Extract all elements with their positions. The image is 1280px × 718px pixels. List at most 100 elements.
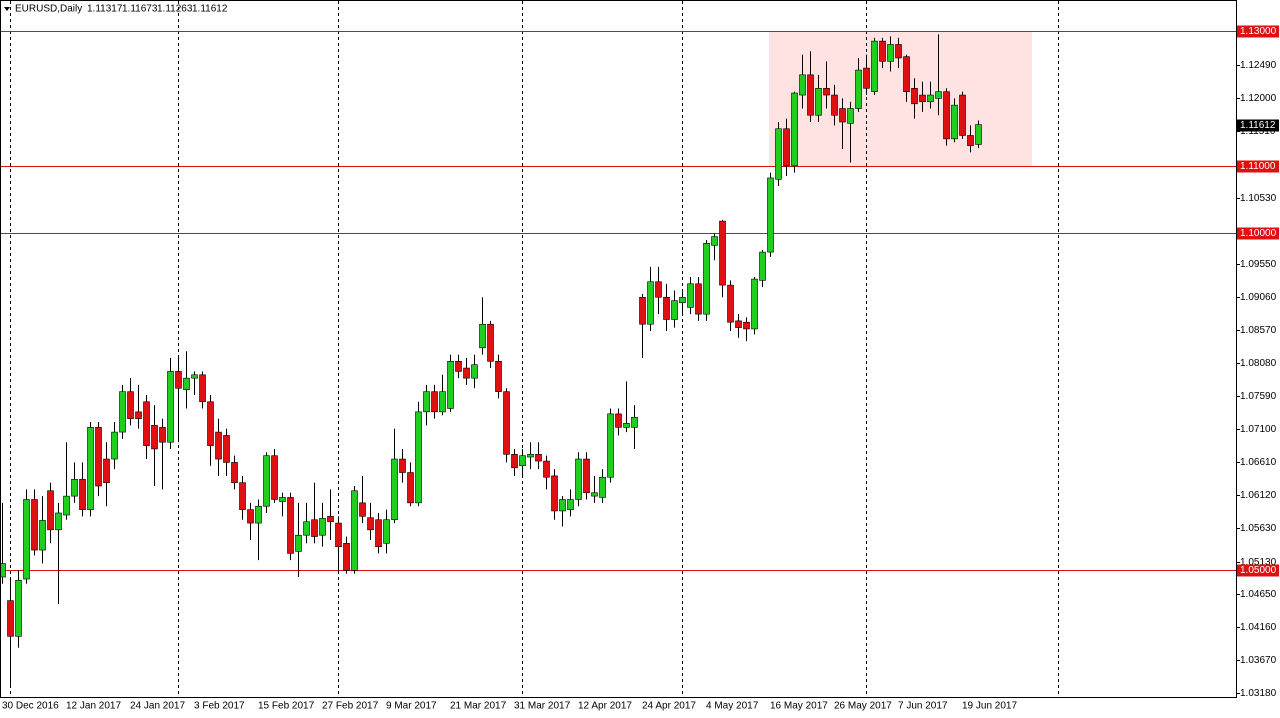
candle-body <box>815 88 822 116</box>
candle-body <box>167 371 174 443</box>
menu-icon[interactable] <box>4 7 10 11</box>
candle-layer <box>1 34 982 685</box>
y-tick-label: 1.04650 <box>1240 589 1277 600</box>
y-tick-label: 1.05630 <box>1240 523 1277 534</box>
candle-body <box>863 67 870 89</box>
level-label: 1.05000 <box>1240 565 1277 576</box>
candle-body <box>719 220 726 286</box>
header-high: 1.11673 <box>122 4 158 15</box>
candle-body <box>367 517 374 531</box>
x-tick-label: 12 Jan 2017 <box>66 701 121 712</box>
candle-body <box>55 512 62 531</box>
candle-body <box>263 455 270 507</box>
y-tick-label: 1.03180 <box>1240 688 1277 699</box>
y-tick-label: 1.09060 <box>1240 292 1277 303</box>
candle-body <box>463 367 470 379</box>
candle-body <box>63 495 70 516</box>
x-tick-label: 21 Mar 2017 <box>450 701 507 712</box>
y-tick-label: 1.07590 <box>1240 391 1277 402</box>
candle-body <box>431 391 438 413</box>
candle-body <box>647 281 654 325</box>
candle-body <box>279 497 286 502</box>
candle-body <box>919 94 926 103</box>
candle-body <box>375 519 382 547</box>
candle-body <box>439 391 446 413</box>
level-label-box <box>1237 25 1279 38</box>
candle-body <box>415 411 422 504</box>
header-low: 1.11263 <box>157 4 193 15</box>
y-tick-label: 1.10530 <box>1240 193 1277 204</box>
candle-body <box>103 458 110 483</box>
candle-body <box>175 371 182 389</box>
x-tick-label: 30 Dec 2016 <box>2 701 59 712</box>
x-tick-label: 15 Feb 2017 <box>258 701 315 712</box>
candle-body <box>191 374 198 379</box>
candle-body <box>543 460 550 478</box>
x-tick-label: 9 Mar 2017 <box>386 701 437 712</box>
header-open: 1.11317 <box>87 4 123 15</box>
candle-body <box>87 427 94 510</box>
candle-body <box>479 323 486 349</box>
candle-body <box>847 108 854 124</box>
candle-body <box>143 401 150 446</box>
y-tick-label: 1.04160 <box>1240 622 1277 633</box>
candle-body <box>895 44 902 59</box>
candle-body <box>135 411 142 419</box>
candle-body <box>359 502 366 517</box>
candle-body <box>1 563 6 578</box>
candle-body <box>927 94 934 103</box>
candle-body <box>655 281 662 298</box>
candle-body <box>511 454 518 469</box>
candle-body <box>959 94 966 136</box>
candle-body <box>679 296 686 303</box>
candle-body <box>663 296 670 320</box>
candle-body <box>639 296 646 325</box>
candle-body <box>303 521 310 536</box>
candle-body <box>775 128 782 180</box>
candle-body <box>503 391 510 455</box>
candle-body <box>319 518 326 536</box>
candle-body <box>799 74 806 96</box>
x-tick-label: 24 Jan 2017 <box>130 701 185 712</box>
candle-body <box>383 519 390 544</box>
candle-body <box>743 321 750 330</box>
candle-body <box>391 458 398 521</box>
candle-body <box>71 478 78 497</box>
candle-body <box>15 580 22 637</box>
candle-body <box>311 519 318 537</box>
candle-body <box>711 236 718 246</box>
x-tick-label: 31 Mar 2017 <box>514 701 571 712</box>
candle-body <box>471 364 478 379</box>
candle-body <box>207 401 214 446</box>
candle-body <box>119 391 126 433</box>
candle-body <box>223 435 230 463</box>
level-label: 1.11000 <box>1240 161 1276 172</box>
candle-body <box>607 413 614 478</box>
y-tick-label: 1.08570 <box>1240 325 1277 336</box>
candle-body <box>535 454 542 462</box>
candle-body <box>351 490 358 571</box>
y-tick-label: 1.08080 <box>1240 358 1277 369</box>
header-close: 1.11612 <box>192 4 228 15</box>
x-tick-label: 12 Apr 2017 <box>578 701 632 712</box>
current-price-label: 1.11612 <box>1240 120 1276 131</box>
y-tick-label: 1.09550 <box>1240 259 1277 270</box>
candle-body <box>943 91 950 140</box>
x-tick-label: 7 Jun 2017 <box>898 701 948 712</box>
candle-body <box>183 377 190 390</box>
candle-body <box>839 108 846 123</box>
candle-body <box>423 391 430 413</box>
candle-body <box>487 323 494 362</box>
candle-body <box>95 427 102 487</box>
candle-body <box>887 44 894 62</box>
candle-body <box>407 472 414 504</box>
candle-body <box>239 482 246 510</box>
level-label-box <box>1237 564 1279 577</box>
candle-body <box>967 135 974 146</box>
level-label: 1.10000 <box>1240 228 1277 239</box>
separators <box>10 1 1059 697</box>
candle-body <box>255 505 262 524</box>
candle-body <box>951 104 958 140</box>
candle-body <box>903 56 910 92</box>
